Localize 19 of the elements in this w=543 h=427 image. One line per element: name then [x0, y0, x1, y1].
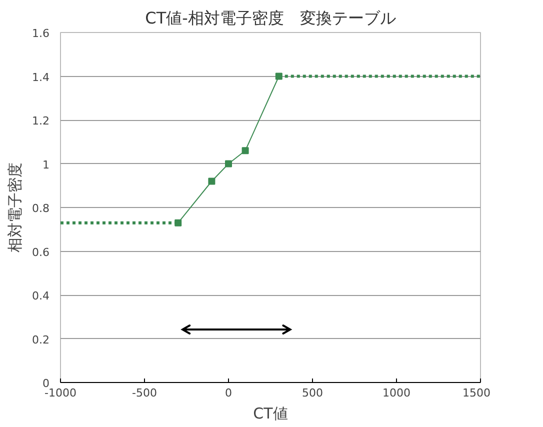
y-tick-label: 0.2	[32, 333, 50, 346]
x-tick-label: 500	[302, 386, 323, 400]
y-tick-label: 0.6	[32, 246, 50, 259]
y-tick-label: 0.4	[32, 290, 50, 302]
point	[225, 160, 232, 168]
x-tick-label: 0	[225, 386, 232, 400]
x-axis-title: CT値	[253, 404, 288, 422]
y-tick-label: 1.4	[32, 70, 50, 84]
x-tick-label: 1000	[382, 386, 411, 400]
chart-title: CT値-相対電子密度 変換テーブル	[145, 8, 396, 28]
y-tick-label: 1.6	[32, 27, 50, 40]
y-tick-label: 1	[42, 158, 50, 172]
point	[208, 178, 216, 185]
x-tick-label: -500	[132, 386, 157, 400]
y-tick-label: 1.2	[32, 114, 50, 128]
y-axis-title: 相対電子密度	[6, 162, 24, 252]
point	[242, 147, 249, 154]
x-tick-label: 1500	[462, 386, 491, 400]
y-tick-label: 0.8	[32, 202, 50, 215]
